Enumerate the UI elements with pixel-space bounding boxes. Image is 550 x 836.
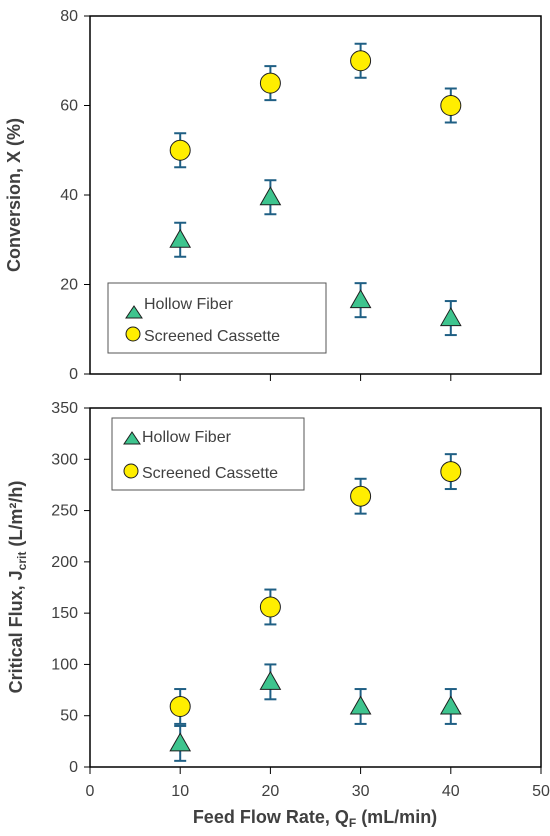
bottom-axis-ticks: 0 50 100 150 200 250 300 350 0 10 20 30 40 50 bbox=[51, 400, 550, 800]
top-point-screened-cassette bbox=[440, 95, 462, 116]
top-point-screened-cassette bbox=[169, 139, 191, 161]
top-legend: Hollow Fiber Screened Cassette bbox=[107, 282, 327, 354]
top-y-tick-label: 60 bbox=[60, 98, 78, 115]
bottom-x-tick-label: 40 bbox=[442, 783, 460, 800]
bottom-point-screened-cassette bbox=[350, 485, 372, 507]
bottom-x-axis-title-sub: F bbox=[349, 816, 356, 830]
top-legend-label-screened-cassette: Screened Cassette bbox=[144, 328, 280, 345]
top-legend-circle-marker bbox=[125, 326, 141, 342]
bottom-x-axis-title-main: Feed Flow Rate, Q bbox=[193, 807, 349, 827]
bottom-y-tick-label: 250 bbox=[51, 503, 78, 520]
top-point-hollow-fiber bbox=[439, 307, 462, 327]
bottom-point-screened-cassette bbox=[440, 461, 462, 483]
top-y-tick-label: 0 bbox=[69, 366, 78, 383]
top-point-hollow-fiber bbox=[349, 289, 372, 309]
bottom-y-axis-title: Critical Flux, Jcrit (L/m²/h) bbox=[6, 481, 29, 694]
top-legend-label-hollow-fiber: Hollow Fiber bbox=[144, 296, 234, 313]
bottom-y-axis-title-main: Critical Flux, J bbox=[6, 570, 26, 693]
top-series bbox=[169, 42, 462, 337]
bottom-x-tick-label: 10 bbox=[171, 783, 189, 800]
bottom-point-screened-cassette bbox=[169, 695, 191, 717]
conversion-chart: Conversion, X (%) 0 20 40 60 80 Hollow Fiber… bbox=[4, 8, 542, 383]
top-axis-ticks: 0 20 40 60 80 bbox=[60, 8, 452, 383]
top-y-axis-title: Conversion, X (%) bbox=[4, 118, 24, 272]
bottom-y-axis-title-sub: crit bbox=[15, 552, 29, 571]
top-legend-box bbox=[107, 282, 327, 354]
bottom-y-tick-label: 350 bbox=[51, 400, 78, 417]
bottom-legend: Hollow Fiber Screened Cassette bbox=[111, 417, 305, 491]
bottom-plot-area bbox=[89, 407, 542, 768]
bottom-legend-circle-marker bbox=[123, 463, 139, 479]
bottom-legend-label-screened-cassette: Screened Cassette bbox=[142, 465, 278, 482]
top-y-tick-label: 80 bbox=[60, 8, 78, 25]
bottom-series bbox=[169, 453, 462, 762]
top-y-tick-label: 40 bbox=[60, 187, 78, 204]
top-point-screened-cassette bbox=[259, 72, 281, 94]
bottom-x-axis-title-units: (mL/min) bbox=[356, 807, 437, 827]
bottom-point-hollow-fiber bbox=[259, 670, 282, 690]
bottom-legend-triangle-marker bbox=[123, 431, 141, 445]
bottom-y-tick-label: 100 bbox=[51, 656, 78, 673]
bottom-x-tick-label: 0 bbox=[86, 783, 95, 800]
top-legend-triangle-marker bbox=[125, 305, 143, 319]
top-point-hollow-fiber bbox=[259, 186, 282, 206]
bottom-point-screened-cassette bbox=[259, 596, 281, 618]
bottom-y-tick-label: 300 bbox=[51, 451, 78, 468]
bottom-x-axis-title: Feed Flow Rate, QF (mL/min) bbox=[193, 807, 437, 830]
bottom-point-hollow-fiber bbox=[349, 695, 372, 715]
bottom-x-tick-label: 30 bbox=[352, 783, 370, 800]
bottom-y-tick-label: 150 bbox=[51, 605, 78, 622]
bottom-legend-label-hollow-fiber: Hollow Fiber bbox=[142, 429, 232, 446]
bottom-point-hollow-fiber bbox=[169, 732, 192, 752]
bottom-y-tick-label: 200 bbox=[51, 554, 78, 571]
bottom-point-hollow-fiber bbox=[439, 695, 462, 715]
top-point-screened-cassette bbox=[350, 50, 372, 72]
bottom-x-tick-label: 50 bbox=[532, 783, 550, 800]
bottom-y-axis-title-units: (L/m²/h) bbox=[6, 481, 26, 552]
top-point-hollow-fiber bbox=[169, 228, 192, 248]
bottom-y-tick-label: 50 bbox=[60, 708, 78, 725]
bottom-x-tick-label: 20 bbox=[262, 783, 280, 800]
critical-flux-chart: Critical Flux, Jcrit (L/m²/h) Feed Flow … bbox=[6, 400, 550, 830]
top-y-tick-label: 20 bbox=[60, 277, 78, 294]
bottom-legend-box bbox=[111, 417, 305, 491]
bottom-y-tick-label: 0 bbox=[69, 759, 78, 776]
